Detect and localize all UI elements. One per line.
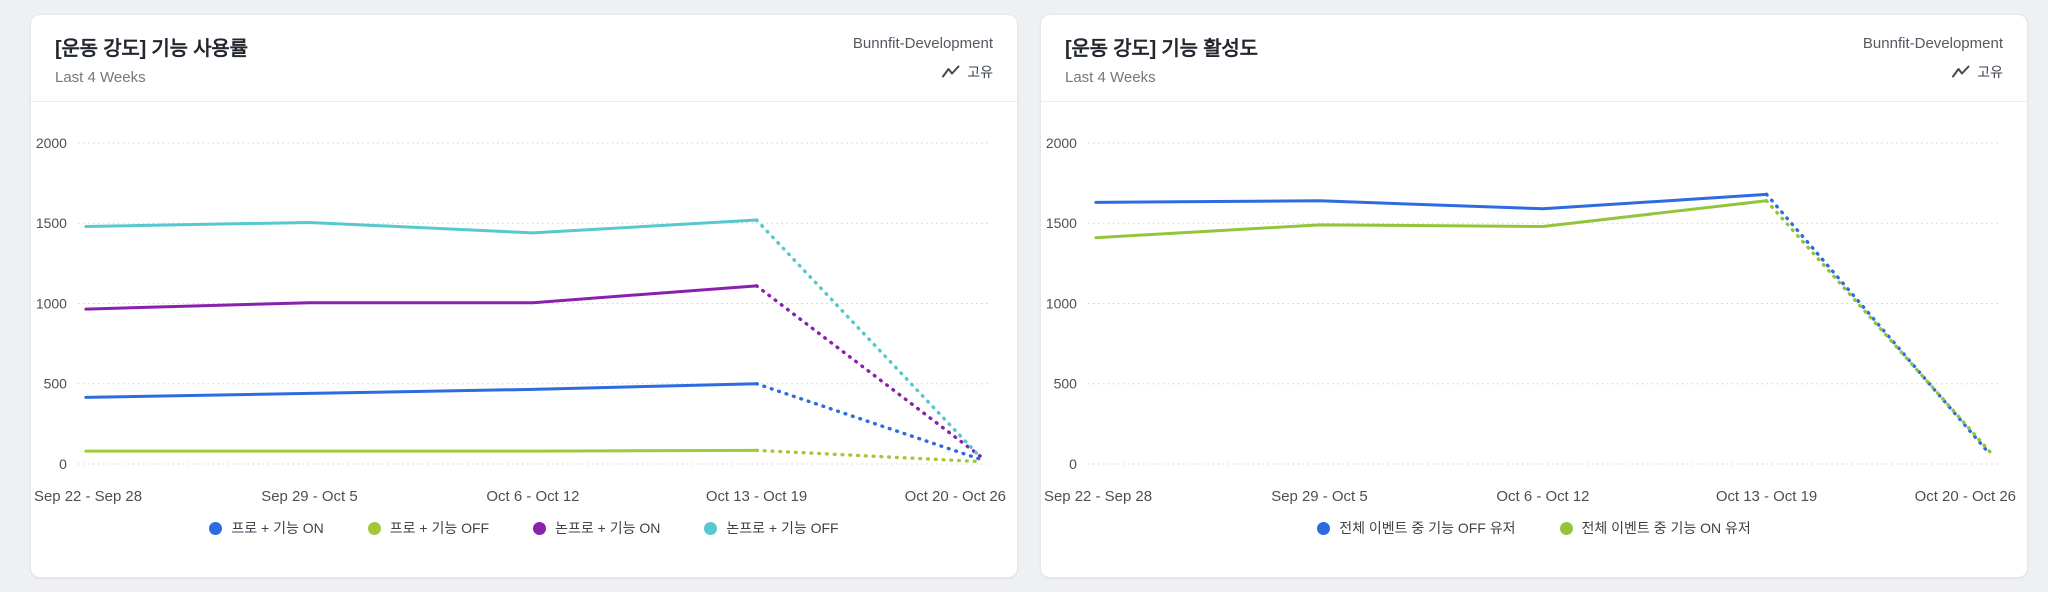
y-tick-label: 1000 bbox=[1046, 295, 1077, 311]
measure-row: 고유 bbox=[853, 62, 993, 82]
chart-legend: 전체 이벤트 중 기능 OFF 유저 전체 이벤트 중 기능 ON 유저 bbox=[1041, 518, 2027, 538]
y-tick-label: 0 bbox=[59, 456, 67, 472]
legend-label: 논프로 + 기능 ON bbox=[555, 520, 661, 536]
x-tick-label: Sep 29 - Oct 5 bbox=[261, 488, 357, 505]
chart-title: [운동 강도] 기능 활성도 bbox=[1065, 38, 1258, 60]
legend-dot bbox=[533, 521, 547, 535]
legend-item[interactable]: 전체 이벤트 중 기능 ON 유저 bbox=[1559, 518, 1751, 538]
chart-date-range: Last 4 Weeks bbox=[1065, 69, 1156, 86]
card-header-right: Bunnfit-Development 고유 bbox=[1863, 32, 2003, 82]
legend-label: 프로 + 기능 ON bbox=[231, 520, 324, 536]
measure-label: 고유 bbox=[1977, 64, 2003, 80]
x-tick-label: Oct 6 - Oct 12 bbox=[486, 488, 579, 505]
measure-row: 고유 bbox=[1863, 62, 2003, 82]
legend-item[interactable]: 논프로 + 기능 ON bbox=[533, 518, 660, 538]
x-tick-label: Sep 22 - Sep 28 bbox=[34, 488, 142, 505]
y-tick-label: 2000 bbox=[36, 135, 67, 151]
legend-label: 프로 + 기능 OFF bbox=[389, 520, 490, 536]
y-tick-label: 1500 bbox=[1046, 215, 1077, 231]
legend-label: 논프로 + 기능 OFF bbox=[726, 520, 839, 536]
y-tick-label: 1000 bbox=[36, 295, 67, 311]
y-tick-label: 0 bbox=[1069, 456, 1077, 472]
series-line-dotted-incomplete[interactable] bbox=[1764, 199, 1992, 454]
chart-card-feature-activity: [운동 강도] 기능 활성도 Last 4 Weeks Bunnfit-Deve… bbox=[1040, 14, 2028, 578]
y-tick-label: 500 bbox=[1054, 376, 1078, 392]
card-header-left: [운동 강도] 기능 사용률 Last 4 Weeks bbox=[55, 32, 248, 86]
series-line-dotted-incomplete[interactable] bbox=[754, 448, 982, 464]
legend-item[interactable]: 전체 이벤트 중 기능 OFF 유저 bbox=[1317, 518, 1516, 538]
series-line-dotted-incomplete[interactable] bbox=[754, 218, 982, 459]
x-tick-label: Oct 20 - Oct 26 bbox=[905, 488, 1006, 505]
x-tick-label: Sep 29 - Oct 5 bbox=[1271, 488, 1367, 505]
series-line-solid[interactable] bbox=[84, 218, 759, 235]
legend-label: 전체 이벤트 중 기능 ON 유저 bbox=[1581, 520, 1751, 536]
series-line-dotted-incomplete[interactable] bbox=[1764, 192, 1992, 457]
chart-card-feature-usage: [운동 강도] 기능 사용률 Last 4 Weeks Bunnfit-Deve… bbox=[30, 14, 1018, 578]
legend-dot bbox=[1559, 521, 1573, 535]
legend-dot bbox=[367, 521, 381, 535]
legend-item[interactable]: 프로 + 기능 OFF bbox=[367, 518, 490, 538]
project-name: Bunnfit-Development bbox=[1862, 35, 2003, 52]
card-header-right: Bunnfit-Development 고유 bbox=[853, 32, 993, 82]
legend-item[interactable]: 프로 + 기능 ON bbox=[209, 518, 324, 538]
legend-dot bbox=[209, 521, 223, 535]
series-line-solid[interactable] bbox=[1094, 192, 1769, 211]
measure-label: 고유 bbox=[967, 64, 993, 80]
y-tick-label: 1500 bbox=[36, 215, 67, 231]
y-tick-label: 500 bbox=[44, 376, 68, 392]
x-tick-label: Oct 6 - Oct 12 bbox=[1496, 488, 1589, 505]
chart-title: [운동 강도] 기능 사용률 bbox=[55, 38, 248, 60]
chart-legend: 프로 + 기능 ON 프로 + 기능 OFF 논프로 + 기능 ON 논프로 + 기능… bbox=[31, 518, 1017, 538]
series-line-solid[interactable] bbox=[84, 382, 759, 399]
card-header-left: [운동 강도] 기능 활성도 Last 4 Weeks bbox=[1065, 32, 1258, 86]
line-chart-feature-usage[interactable]: 0 500 1000 1500 2000 Sep 22 - Sep 28 Sep 29 - … bbox=[31, 102, 1017, 512]
legend-dot bbox=[1317, 521, 1331, 535]
card-header: [운동 강도] 기능 활성도 Last 4 Weeks Bunnfit-Deve… bbox=[1041, 15, 2027, 102]
card-header: [운동 강도] 기능 사용률 Last 4 Weeks Bunnfit-Deve… bbox=[31, 15, 1017, 102]
line-chart-icon bbox=[942, 65, 960, 78]
legend-dot bbox=[704, 521, 718, 535]
y-tick-label: 2000 bbox=[1046, 135, 1077, 151]
chart-date-range: Last 4 Weeks bbox=[55, 69, 146, 86]
line-chart-feature-activity[interactable]: 0 500 1000 1500 2000 Sep 22 - Sep 28 Sep 29 - … bbox=[1041, 102, 2027, 512]
series-line-solid[interactable] bbox=[84, 448, 759, 453]
series-line-dotted-incomplete[interactable] bbox=[754, 382, 982, 461]
project-name: Bunnfit-Development bbox=[852, 35, 993, 52]
x-tick-label: Oct 13 - Oct 19 bbox=[1716, 488, 1817, 505]
series-line-solid[interactable] bbox=[1094, 199, 1769, 240]
series-line-dotted-incomplete[interactable] bbox=[754, 284, 982, 458]
x-tick-label: Oct 20 - Oct 26 bbox=[1915, 488, 2016, 505]
line-chart-icon bbox=[1952, 65, 1970, 78]
legend-label: 전체 이벤트 중 기능 OFF 유저 bbox=[1339, 520, 1516, 536]
x-tick-label: Oct 13 - Oct 19 bbox=[706, 488, 807, 505]
x-tick-label: Sep 22 - Sep 28 bbox=[1044, 488, 1152, 505]
series-line-solid[interactable] bbox=[84, 284, 759, 311]
legend-item[interactable]: 논프로 + 기능 OFF bbox=[704, 518, 839, 538]
